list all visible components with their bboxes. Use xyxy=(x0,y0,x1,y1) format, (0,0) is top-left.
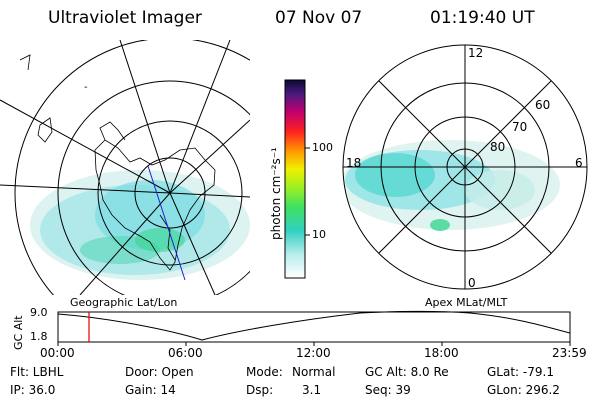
left-panel-caption: Geographic Lat/Lon xyxy=(70,296,178,309)
altitude-ytick-min: 1.8 xyxy=(30,330,48,343)
colorbar-tick-10: 10 xyxy=(312,228,326,241)
mode-label: Mode: xyxy=(246,365,283,379)
glat-status: GLat: -79.1 xyxy=(487,365,554,379)
colorbar-tick-100: 100 xyxy=(312,141,333,154)
glon-status: GLon: 296.2 xyxy=(487,383,560,397)
mlt-label-6: 6 xyxy=(575,156,583,170)
altitude-ylabel: GC Alt xyxy=(12,315,25,350)
time-tick-0000: 00:00 xyxy=(40,346,75,360)
gain-status: Gain: 14 xyxy=(125,383,176,397)
dsp-label: Dsp: xyxy=(246,383,274,397)
mlat-label-80: 80 xyxy=(490,140,506,154)
svg-text:-: - xyxy=(84,82,88,93)
mlt-label-18: 18 xyxy=(346,156,362,170)
geographic-map xyxy=(0,40,250,295)
mlat-label-60: 60 xyxy=(535,98,551,112)
time-label: 01:19:40 UT xyxy=(430,8,535,28)
magnetic-polar-plot xyxy=(342,44,588,290)
door-status: Door: Open xyxy=(125,365,194,379)
colorbar-unit-label: photon cm⁻²s⁻¹ xyxy=(269,147,283,240)
gc-altitude-status: GC Alt: 8.0 Re xyxy=(365,365,449,379)
mlt-label-0: 0 xyxy=(468,276,476,290)
altitude-plot xyxy=(57,311,571,346)
ip-status: IP: 36.0 xyxy=(10,383,56,397)
date-label: 07 Nov 07 xyxy=(275,8,363,28)
mode-value: Normal xyxy=(292,365,336,379)
right-panel-caption: Apex MLat/MLT xyxy=(425,296,508,309)
filter-status: Flt: LBHL xyxy=(10,365,64,379)
app-title: Ultraviolet Imager xyxy=(48,8,202,28)
dsp-value: 3.1 xyxy=(302,383,322,397)
sequence-status: Seq: 39 xyxy=(365,383,411,397)
color-scale-bar xyxy=(284,79,306,279)
altitude-ytick-max: 9.0 xyxy=(30,306,48,319)
time-tick-1800: 18:00 xyxy=(424,346,459,360)
mlat-label-70: 70 xyxy=(512,120,528,134)
time-tick-2359: 23:59 xyxy=(552,346,587,360)
time-tick-1200: 12:00 xyxy=(296,346,331,360)
time-tick-0600: 06:00 xyxy=(168,346,203,360)
mlt-label-12: 12 xyxy=(468,46,484,60)
